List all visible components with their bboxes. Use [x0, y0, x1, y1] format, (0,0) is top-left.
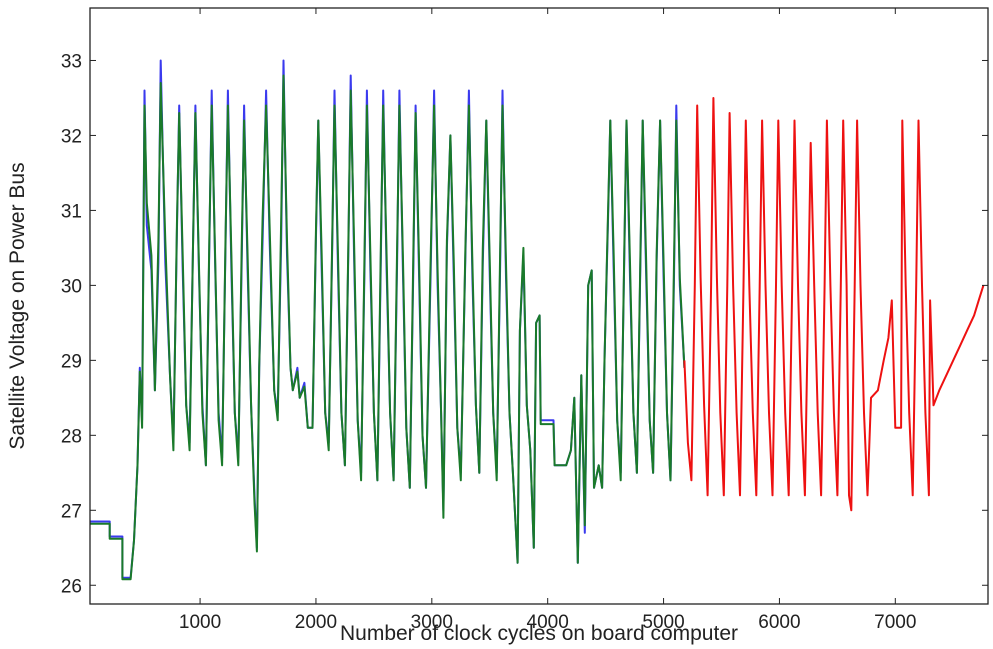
y-tick-label: 28	[61, 426, 82, 447]
series-layer	[90, 59, 985, 581]
x-tick-label: 1000	[179, 612, 221, 633]
x-tick-label: 6000	[758, 612, 800, 633]
y-tick-label: 29	[61, 351, 82, 372]
y-axis-ticks: 26 27 28 29 30 31 32 33	[61, 51, 988, 597]
y-tick-label: 30	[61, 276, 82, 297]
x-tick-label: 7000	[874, 612, 916, 633]
x-tick-label: 3000	[411, 612, 453, 633]
x-axis-label: Number of clock cycles on board computer	[340, 622, 738, 645]
y-tick-label: 31	[61, 201, 82, 222]
x-axis-ticks: 1000 2000 3000 4000 5000 6000 7000	[179, 8, 916, 633]
series-red-line	[683, 97, 985, 512]
y-tick-label: 33	[61, 51, 82, 72]
series-green-line	[90, 74, 686, 581]
x-tick-label: 2000	[295, 612, 337, 633]
y-axis-label: Satellite Voltage on Power Bus	[6, 162, 29, 449]
y-tick-label: 32	[61, 126, 82, 147]
y-tick-label: 27	[61, 501, 82, 522]
x-tick-label: 5000	[642, 612, 684, 633]
x-tick-label: 4000	[527, 612, 569, 633]
y-tick-label: 26	[61, 576, 82, 597]
plot-frame	[89, 7, 989, 605]
